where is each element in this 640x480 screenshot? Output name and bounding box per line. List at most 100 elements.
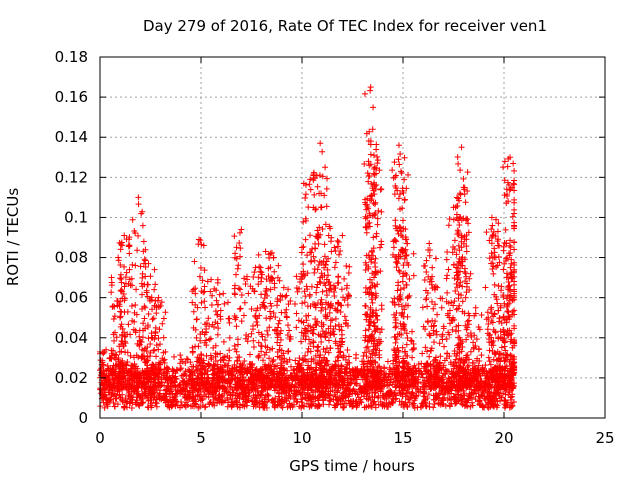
data-point [435,399,442,406]
data-point [500,266,507,273]
data-point [363,344,370,351]
data-point [189,344,196,351]
data-point [478,312,485,319]
data-point [270,254,277,261]
data-point [226,347,233,354]
data-point [467,348,474,355]
data-point [343,364,350,371]
data-point [183,355,190,362]
data-point [314,266,321,273]
data-point [304,349,311,356]
data-point [190,363,197,370]
data-point [248,330,255,337]
data-point [250,326,257,333]
data-point [486,347,493,354]
data-point [313,284,320,291]
data-point [373,233,380,240]
data-point [117,308,124,315]
data-point [410,272,417,279]
data-point [430,404,437,411]
data-point [464,363,471,370]
data-point [491,281,498,288]
data-point [364,343,371,350]
data-point [406,399,413,406]
data-point [323,258,330,265]
data-point [236,305,243,312]
data-point [482,386,489,393]
data-point [117,314,124,321]
data-point [136,333,143,340]
data-point [142,257,149,264]
data-point [448,390,455,397]
data-point [325,272,332,279]
data-point [370,234,377,241]
peak-point [307,176,314,183]
data-point [214,331,221,338]
data-point [315,240,322,247]
data-point [233,348,240,355]
data-point [465,362,472,369]
data-point [424,303,431,310]
data-point [180,372,187,379]
data-point [319,148,326,155]
data-point [454,153,461,160]
data-point [143,365,150,372]
data-point [178,365,185,372]
data-point [390,395,397,402]
data-point [345,270,352,277]
data-point [210,376,217,383]
data-point [395,195,402,202]
data-point [233,271,240,278]
data-point [446,216,453,223]
data-point [151,266,158,273]
data-point [340,403,347,410]
data-point [112,374,119,381]
data-point [331,372,338,379]
data-point [268,274,275,281]
data-point [169,379,176,386]
data-point [380,402,387,409]
data-point [396,191,403,198]
data-point [492,254,499,261]
data-point [237,245,244,252]
data-point [507,396,514,403]
data-point [284,322,291,329]
data-point [245,390,252,397]
data-point [117,313,124,320]
data-point [445,266,452,273]
data-point [403,281,410,288]
data-point [384,358,391,365]
data-point [409,390,416,397]
peak-point [331,244,338,251]
data-point [370,104,377,111]
data-point [117,241,124,248]
data-point [378,185,385,192]
data-point [153,353,160,360]
data-point [467,403,474,410]
peak-point [115,254,122,261]
data-point [368,402,375,409]
peak-point [280,284,287,291]
data-point [117,246,124,253]
data-point [454,203,461,210]
data-point [304,390,311,397]
data-point [443,275,450,282]
data-point [352,355,359,362]
data-point [354,391,361,398]
data-point [318,338,325,345]
data-point [250,344,257,351]
data-point [372,404,379,411]
data-point [256,263,263,270]
data-point [460,175,467,182]
data-point [335,273,342,280]
data-point [334,389,341,396]
data-point [498,344,505,351]
data-point [511,398,518,405]
data-point [228,404,235,411]
data-point [489,232,496,239]
data-point [445,222,452,229]
data-point [334,237,341,244]
data-point [305,204,312,211]
data-point [495,253,502,260]
data-point [126,242,133,249]
